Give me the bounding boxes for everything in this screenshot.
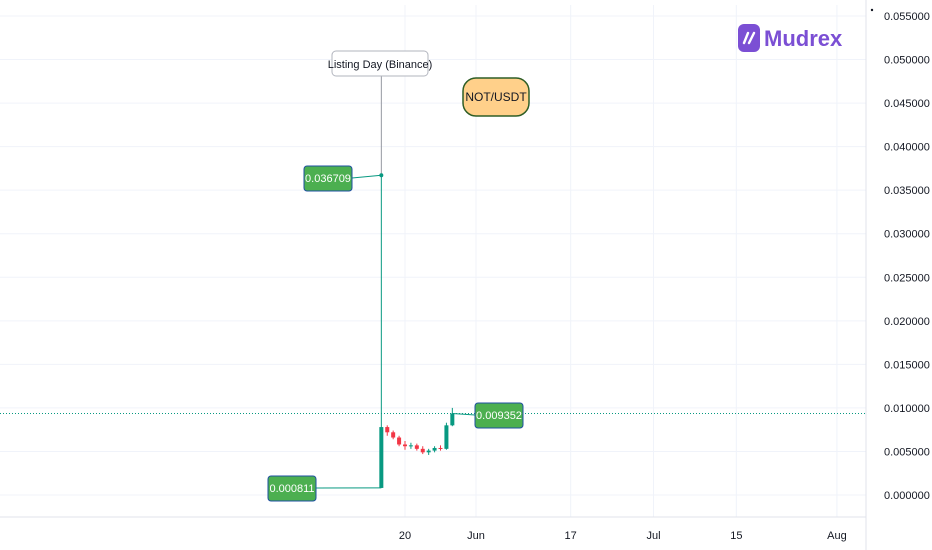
candle [444,422,449,450]
candle-body [444,425,449,449]
y-tick-label: 0.030000 [884,229,930,241]
candle [450,407,455,427]
chart-grid [0,0,867,550]
axis-dot [870,8,874,12]
y-tick-label: 0.040000 [884,142,930,154]
current-price-label: 0.009352 [476,410,522,422]
high-price-callout[interactable]: 0.036709 [303,165,353,192]
y-tick-label: 0.025000 [884,272,930,284]
x-tick-label: Jul [646,530,660,542]
y-tick-label: 0.050000 [884,55,930,67]
candle-body [397,437,402,445]
x-tick-label: Aug [827,530,847,542]
y-tick-label: 0.035000 [884,185,930,197]
candle [420,446,425,455]
candle [391,430,396,440]
candle [385,425,390,436]
candle-body [432,447,437,451]
candle [403,441,407,450]
y-tick-label: 0.000000 [884,490,930,502]
candle [432,446,437,453]
high-label-leader [351,174,382,179]
x-tick-label: 20 [399,530,411,542]
pair-badge: NOT/USDT [462,77,530,117]
high-point-marker [379,173,384,178]
y-axis: 0.055000 0.050000 0.045000 0.040000 0.035000… [884,11,930,502]
candle-body [391,432,396,438]
listing-day-callout[interactable]: Listing Day (Binance) [328,50,433,77]
y-tick-label: 0.055000 [884,11,930,23]
candle-body [414,445,419,449]
candles [379,175,455,488]
mudrex-logo-icon [738,24,760,52]
y-tick-label: 0.045000 [884,98,930,110]
x-axis: 20 Jun 17 Jul 15 Aug [399,530,847,542]
candle [426,448,431,455]
x-tick-label: Jun [467,530,485,542]
brand-logo: Mudrex [738,24,843,52]
brand-name: Mudrex [764,26,843,51]
candle-body [403,444,407,447]
candle-body [450,413,455,426]
candle-body [420,448,425,453]
candle [414,443,419,451]
y-tick-label: 0.015000 [884,359,930,371]
current-label-leader [452,413,476,416]
pair-label: NOT/USDT [465,90,527,104]
x-tick-label: 15 [730,530,742,542]
candle-body [438,447,443,449]
low-price-label: 0.000811 [269,483,314,495]
high-price-label: 0.036709 [305,173,351,185]
candle [408,442,413,449]
y-tick-label: 0.005000 [884,446,930,458]
candle [379,175,384,488]
candle-body [379,427,384,488]
candle-body [385,427,390,433]
candle [397,435,402,447]
y-tick-label: 0.020000 [884,316,930,328]
low-price-callout[interactable]: 0.000811 [267,475,317,502]
x-tick-label: 17 [565,530,577,542]
listing-day-label: Listing Day (Binance) [328,59,433,71]
y-tick-label: 0.010000 [884,403,930,415]
candle-body [426,450,431,453]
candle-body [408,445,413,447]
candle [438,445,443,451]
current-price-callout[interactable]: 0.009352 [474,402,524,429]
